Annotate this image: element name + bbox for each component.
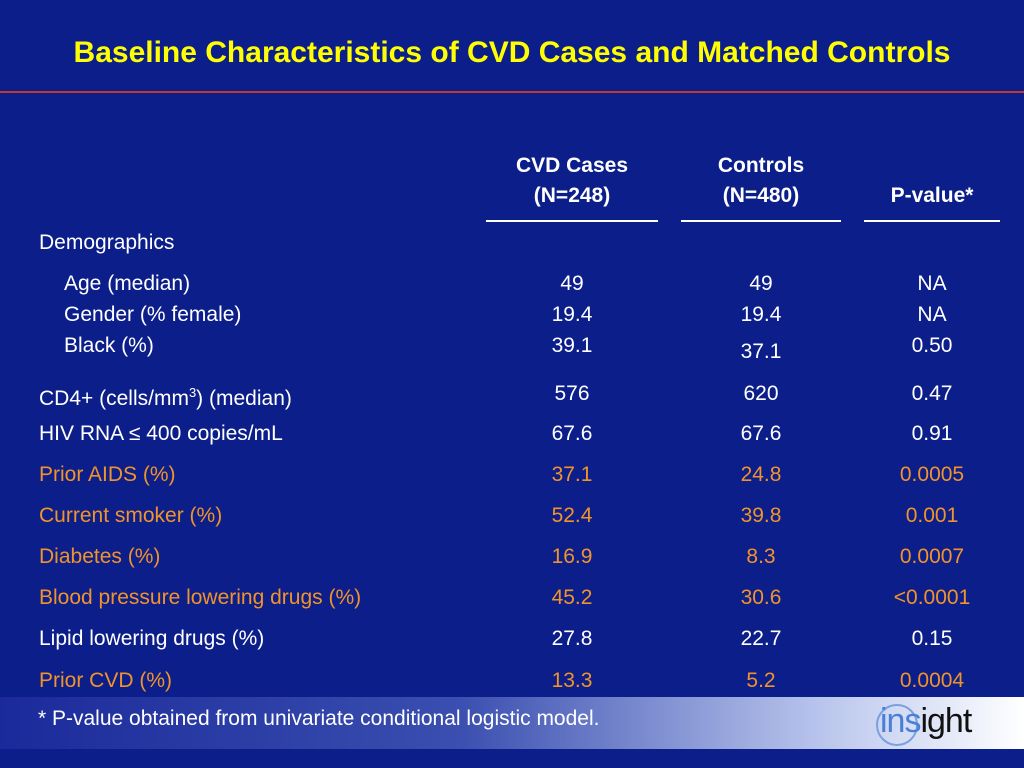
row-pvalue: NA xyxy=(917,303,947,326)
row-controls-value: 67.6 xyxy=(740,422,782,445)
header-pvalue-underline xyxy=(864,220,1000,222)
row-pvalue: 0.001 xyxy=(905,504,959,527)
row-controls-value: 49 xyxy=(749,272,773,295)
row-controls-value: 37.1 xyxy=(740,340,782,363)
row-cases-value: 49 xyxy=(560,272,584,295)
row-pvalue: 0.50 xyxy=(911,334,953,357)
row-label: Lipid lowering drugs (%) xyxy=(39,627,265,650)
row-label: CD4+ (cells/mm3) (median) xyxy=(39,380,292,412)
row-label: Current smoker (%) xyxy=(39,504,223,527)
logo-text-ight: ight xyxy=(920,702,972,740)
header-cases-line1: CVD Cases xyxy=(515,154,629,177)
header-controls-line1: Controls xyxy=(717,154,805,177)
row-pvalue: NA xyxy=(917,272,947,295)
header-cases-line2: (N=248) xyxy=(533,184,611,207)
row-label: Diabetes (%) xyxy=(39,545,161,568)
row-label: Gender (% female) xyxy=(64,303,242,326)
row-label-superscript: 3 xyxy=(188,385,197,400)
logo-ring-icon xyxy=(876,704,918,746)
row-controls-value: 39.8 xyxy=(740,504,782,527)
logo-text: insight xyxy=(880,702,972,741)
row-pvalue: 0.47 xyxy=(911,382,953,405)
row-label: Prior CVD (%) xyxy=(39,669,173,692)
row-controls-value: 22.7 xyxy=(740,627,782,650)
row-pvalue: <0.0001 xyxy=(893,586,971,609)
row-cases-value: 37.1 xyxy=(551,463,593,486)
row-label: Age (median) xyxy=(64,272,191,295)
row-cases-value: 13.3 xyxy=(551,669,593,692)
row-label-text: CD4+ (cells/mm xyxy=(39,387,189,410)
row-label: Prior AIDS (%) xyxy=(39,463,176,486)
row-controls-value: 19.4 xyxy=(740,303,782,326)
row-label: Black (%) xyxy=(64,334,154,357)
row-label-suffix: ) (median) xyxy=(196,387,292,410)
insight-logo: insight xyxy=(872,700,992,748)
row-controls-value: 620 xyxy=(743,382,779,405)
header-cases-underline xyxy=(486,220,658,222)
row-pvalue: 0.0004 xyxy=(899,669,965,692)
row-controls-value: 8.3 xyxy=(746,545,776,568)
header-controls-underline xyxy=(681,220,841,222)
header-cases: CVD Cases (N=248) xyxy=(486,151,658,211)
row-cases-value: 576 xyxy=(554,382,590,405)
footer-band xyxy=(0,697,1024,749)
row-cases-value: 19.4 xyxy=(551,303,593,326)
header-controls-line2: (N=480) xyxy=(722,184,800,207)
row-controls-value: 30.6 xyxy=(740,586,782,609)
row-pvalue: 0.91 xyxy=(911,422,953,445)
row-pvalue: 0.15 xyxy=(911,627,953,650)
footnote: * P-value obtained from univariate condi… xyxy=(38,707,600,730)
row-cases-value: 52.4 xyxy=(551,504,593,527)
row-cases-value: 45.2 xyxy=(551,586,593,609)
row-label: HIV RNA ≤ 400 copies/mL xyxy=(39,422,283,445)
header-pvalue-label: P-value* xyxy=(890,184,974,207)
logo-text-ins: ins xyxy=(880,702,921,740)
row-label: Blood pressure lowering drugs (%) xyxy=(39,586,362,609)
row-controls-value: 5.2 xyxy=(746,669,776,692)
row-controls-value: 24.8 xyxy=(740,463,782,486)
row-cases-value: 16.9 xyxy=(551,545,593,568)
header-controls: Controls (N=480) xyxy=(681,151,841,211)
slide-title: Baseline Characteristics of CVD Cases an… xyxy=(73,36,951,69)
title-divider xyxy=(0,91,1024,93)
row-cases-value: 27.8 xyxy=(551,627,593,650)
row-cases-value: 67.6 xyxy=(551,422,593,445)
row-pvalue: 0.0005 xyxy=(899,463,965,486)
header-pvalue: P-value* xyxy=(864,181,1000,211)
row-cases-value: 39.1 xyxy=(551,334,593,357)
row-pvalue: 0.0007 xyxy=(899,545,965,568)
section-demographics: Demographics xyxy=(39,231,175,254)
